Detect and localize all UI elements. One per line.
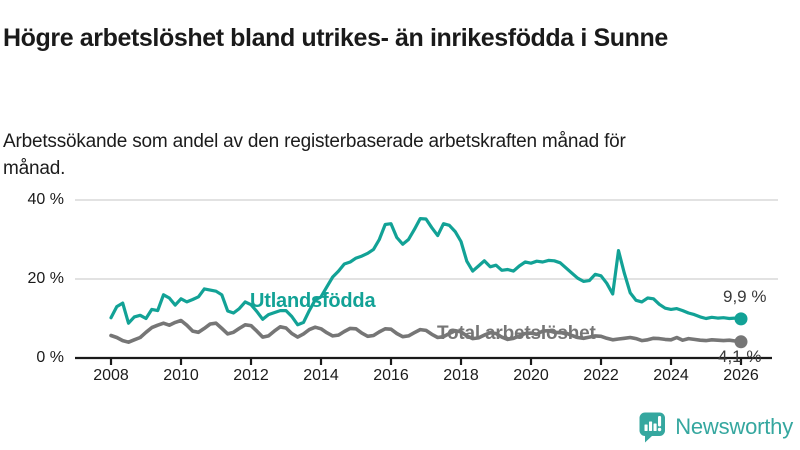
newsworthy-logo: Newsworthy xyxy=(638,411,793,443)
x-tick-label: 2026 xyxy=(723,367,759,384)
brand-wordmark: Newsworthy xyxy=(675,414,793,439)
y-tick-label: 20 % xyxy=(27,270,64,287)
series-end-dot-total xyxy=(734,335,748,349)
series-end-dot-utlandsfodda xyxy=(734,312,748,326)
x-tick-label: 2016 xyxy=(373,367,409,384)
x-tick-label: 2008 xyxy=(93,367,129,384)
x-tick-label: 2014 xyxy=(303,367,339,384)
x-tick-label: 2024 xyxy=(653,367,689,384)
chart-subtitle: Arbetssökande som andel av den registerb… xyxy=(3,131,626,179)
x-tick-label: 2012 xyxy=(233,367,269,384)
x-tick-label: 2020 xyxy=(513,367,549,384)
series-line-total xyxy=(109,318,743,345)
end-value-label-total: 4,1 % xyxy=(718,347,762,366)
x-tick-label: 2022 xyxy=(583,367,619,384)
chart-title: Högre arbetslöshet bland utrikes- än inr… xyxy=(3,23,668,52)
y-tick-label: 40 % xyxy=(27,191,64,208)
series-label-utlandsfodda: Utlandsfödda xyxy=(250,290,376,312)
y-tick-label: 0 % xyxy=(36,349,64,366)
series-label-total-arbetsloshet: Total arbetslöshet xyxy=(437,323,596,344)
series-line-utlandsfodda xyxy=(109,217,743,327)
bar-chart-speech-bubble-icon xyxy=(639,412,666,443)
x-tick-label: 2018 xyxy=(443,367,479,384)
x-tick-label: 2010 xyxy=(163,367,199,384)
end-value-label-utlandsfodda: 9,9 % xyxy=(723,287,767,306)
